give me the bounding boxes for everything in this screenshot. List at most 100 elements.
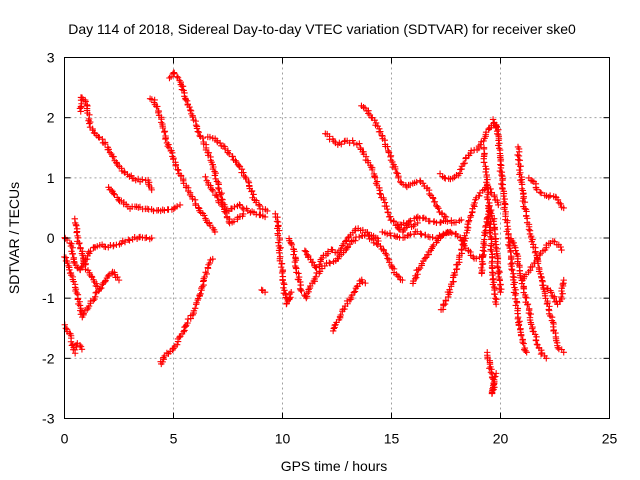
- data-point: [179, 83, 187, 90]
- data-point: [387, 217, 394, 224]
- data-point: [174, 74, 182, 81]
- data-point: [483, 184, 490, 191]
- data-point: [534, 255, 541, 262]
- data-point: [536, 188, 544, 196]
- data-point: [533, 341, 541, 348]
- data-point: [448, 229, 455, 237]
- data-point: [230, 218, 238, 225]
- data-point: [484, 185, 491, 192]
- data-point: [154, 103, 161, 110]
- data-point: [101, 140, 109, 148]
- data-point: [199, 283, 206, 290]
- data-point: [161, 128, 169, 135]
- data-point: [161, 207, 168, 214]
- data-point: [560, 204, 567, 212]
- data-point: [421, 255, 428, 262]
- data-point: [64, 259, 71, 267]
- data-point: [278, 269, 286, 277]
- grid: [64, 57, 610, 419]
- y-tick-label: -1: [42, 290, 55, 306]
- data-point: [231, 203, 238, 211]
- data-point: [451, 269, 458, 277]
- data-point: [148, 186, 155, 194]
- data-point: [356, 140, 363, 147]
- data-point: [384, 255, 391, 262]
- data-point: [495, 142, 502, 149]
- data-point: [288, 288, 295, 296]
- data-point: [482, 168, 489, 176]
- data-point: [495, 201, 502, 209]
- data-point: [76, 342, 84, 349]
- data-point: [239, 204, 246, 212]
- data-point: [287, 240, 295, 247]
- data-point: [481, 248, 488, 255]
- data-point: [341, 305, 348, 313]
- data-point: [560, 349, 567, 356]
- data-point: [489, 116, 497, 123]
- data-point: [494, 264, 502, 271]
- data-point: [213, 192, 220, 199]
- data-point: [170, 205, 177, 212]
- data-point: [376, 190, 383, 197]
- data-point: [214, 138, 221, 146]
- data-point: [531, 249, 539, 256]
- data-point: [277, 244, 284, 251]
- data-point: [482, 223, 489, 231]
- data-point: [287, 294, 294, 301]
- data-point: [516, 157, 524, 164]
- data-point: [498, 285, 505, 293]
- data-point: [337, 311, 345, 319]
- data-point: [395, 174, 402, 182]
- data-point: [295, 270, 302, 277]
- data-point: [497, 161, 504, 168]
- data-point: [384, 209, 392, 216]
- data-point: [441, 300, 449, 308]
- data-point: [528, 238, 536, 245]
- data-point: [261, 288, 269, 296]
- data-point: [465, 218, 472, 225]
- data-point: [301, 247, 309, 254]
- data-point: [78, 346, 86, 353]
- data-point: [195, 204, 202, 211]
- x-tick-label: 5: [170, 431, 178, 447]
- data-point: [485, 125, 492, 133]
- x-axis-label: GPS time / hours: [281, 458, 388, 474]
- data-point: [330, 325, 338, 332]
- data-point: [69, 250, 76, 258]
- data-point: [453, 265, 461, 273]
- data-point: [415, 266, 422, 273]
- data-point: [538, 274, 545, 282]
- data-point: [487, 233, 494, 240]
- data-point: [343, 245, 350, 253]
- data-point: [85, 117, 92, 124]
- data-point: [183, 97, 191, 104]
- data-point: [74, 234, 82, 242]
- data-point: [434, 203, 441, 210]
- data-point: [374, 241, 381, 248]
- data-point: [80, 310, 87, 317]
- data-point: [214, 193, 221, 201]
- data-point: [498, 180, 505, 188]
- data-point: [362, 279, 369, 287]
- data-point: [197, 290, 204, 298]
- data-point: [440, 230, 447, 238]
- data-point: [110, 190, 117, 197]
- data-point: [73, 229, 80, 236]
- data-point: [281, 287, 288, 294]
- data-point: [500, 192, 507, 200]
- y-tick-label: 0: [47, 230, 55, 246]
- data-point: [232, 157, 239, 164]
- data-point: [512, 247, 519, 254]
- x-tick-labels: 0 5 10 15 20 25: [61, 431, 618, 447]
- data-point: [530, 328, 537, 335]
- data-point: [316, 261, 323, 268]
- data-point: [157, 119, 165, 126]
- data-point: [202, 173, 209, 181]
- data-point: [489, 385, 496, 392]
- data-point: [297, 286, 304, 294]
- data-point: [121, 168, 128, 175]
- axis-ticks: [64, 57, 610, 419]
- data-point: [492, 244, 499, 251]
- data-point: [520, 340, 527, 347]
- data-point: [379, 228, 386, 236]
